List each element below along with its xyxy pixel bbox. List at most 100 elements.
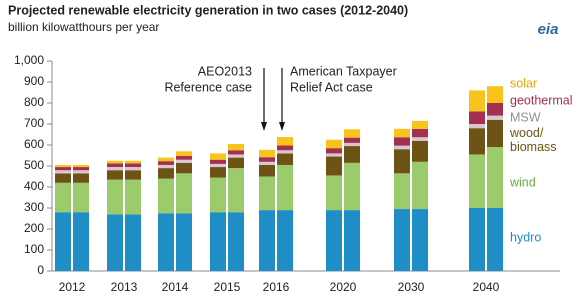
bar-segment (73, 212, 89, 271)
bar-segment (412, 209, 428, 271)
bar-segment (125, 214, 141, 271)
x-tick-label: 2013 (111, 280, 138, 294)
bar-segment (469, 124, 485, 129)
series-label: wood/biomass (509, 126, 557, 154)
bar-segment (412, 137, 428, 141)
bar-segment (259, 161, 275, 165)
annotation-arrowhead (279, 122, 285, 131)
bar-segment (259, 210, 275, 271)
bar-segment (73, 167, 89, 171)
bar-segment (73, 170, 89, 174)
bar-segment (326, 153, 342, 157)
bar-segment (394, 145, 410, 150)
bar-segment (412, 120, 428, 129)
series-label: hydro (510, 230, 541, 244)
bar-segment (394, 137, 410, 146)
bar-segment (125, 163, 141, 168)
annotation: Relief Act case (290, 80, 373, 94)
bar-segment (125, 167, 141, 171)
bar-segment (125, 160, 141, 164)
bar-segment (55, 170, 71, 174)
bar-segment (277, 150, 293, 154)
bar-segment (107, 214, 123, 271)
bar-segment (55, 182, 71, 213)
bar-segment (73, 182, 89, 213)
bar-segment (344, 146, 360, 163)
y-tick-label: 300 (24, 200, 44, 214)
bar-segment (210, 163, 226, 168)
annotation-arrowhead (261, 122, 267, 131)
bar-segment (228, 143, 244, 151)
bar-segment (55, 212, 71, 271)
series-label: MSW (510, 110, 541, 124)
bar-segment (394, 149, 410, 174)
series-label: wind (509, 175, 536, 189)
bar-segment (412, 161, 428, 210)
bar-segment (487, 147, 503, 208)
bar-segment (277, 137, 293, 146)
bar-segment (228, 212, 244, 271)
bar-segment (176, 173, 192, 214)
bar-segment (73, 173, 89, 183)
annotation: AEO2013 (198, 64, 252, 78)
bar-segment (107, 160, 123, 164)
y-tick-label: 0 (37, 263, 44, 277)
bar-segment (344, 137, 360, 143)
bar-segment (107, 163, 123, 168)
bar-segment (344, 162, 360, 211)
y-tick-label: 600 (24, 137, 44, 151)
bar-segment (55, 173, 71, 183)
bar-segment (412, 140, 428, 162)
series-label-line: wood/ (509, 126, 544, 140)
x-tick-label: 2014 (162, 280, 189, 294)
bar-segment (326, 148, 342, 154)
bar-segment (228, 150, 244, 155)
bar-segment (487, 86, 503, 103)
bar-segment (176, 162, 192, 174)
bar-segment (344, 210, 360, 271)
x-tick-label: 2030 (398, 280, 425, 294)
bar-segment (158, 157, 174, 162)
bar-segment (107, 179, 123, 215)
bar-segment (412, 128, 428, 138)
y-tick-label: 100 (24, 242, 44, 256)
logo: eia (538, 21, 559, 38)
bar-segment (176, 151, 192, 156)
bar-segment (469, 154, 485, 208)
bar-segment (326, 175, 342, 211)
bar-segment (228, 157, 244, 169)
y-tick-label: 1,000 (14, 53, 44, 67)
x-tick-label: 2020 (330, 280, 357, 294)
series-label: solar (510, 76, 537, 90)
bar-segment (73, 164, 89, 168)
y-tick-label: 400 (24, 179, 44, 193)
bar-segment (326, 139, 342, 149)
bar-segment (158, 161, 174, 165)
bar-segment (487, 103, 503, 116)
x-tick-label: 2015 (214, 280, 241, 294)
bar-segment (55, 164, 71, 168)
bar-segment (326, 210, 342, 271)
bar-segment (259, 164, 275, 177)
bar-segment (176, 159, 192, 163)
chart-title: Projected renewable electricity generati… (8, 3, 408, 17)
bar-segment (469, 128, 485, 155)
y-tick-label: 800 (24, 95, 44, 109)
x-tick-label: 2040 (473, 280, 500, 294)
bar-segment (107, 170, 123, 180)
bar-segment (259, 149, 275, 158)
bar-segment (394, 128, 410, 138)
bar-segment (210, 159, 226, 164)
bar-segment (326, 156, 342, 176)
bar-segment (228, 154, 244, 158)
bar-segment (469, 90, 485, 112)
bar-segment (125, 179, 141, 215)
bar-segment (158, 178, 174, 214)
bar-segment (125, 170, 141, 180)
bar-segment (394, 209, 410, 271)
series-label: geothermal (510, 93, 573, 107)
y-tick-label: 900 (24, 74, 44, 88)
bar-segment (277, 164, 293, 211)
y-tick-label: 200 (24, 221, 44, 235)
